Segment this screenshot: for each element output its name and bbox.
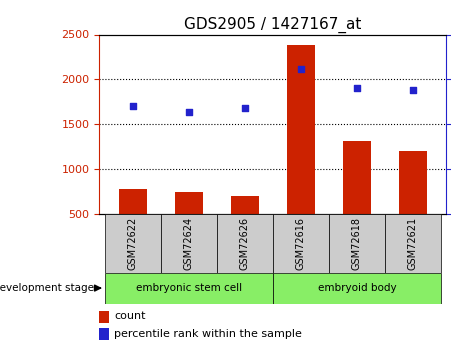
Text: percentile rank within the sample: percentile rank within the sample <box>115 329 302 338</box>
Text: GSM72621: GSM72621 <box>408 217 418 270</box>
Bar <box>399 151 427 259</box>
Point <box>297 66 304 71</box>
Point <box>185 109 193 115</box>
Text: count: count <box>115 312 146 321</box>
Point <box>353 86 360 91</box>
Bar <box>217 214 273 273</box>
Text: development stage: development stage <box>0 283 100 293</box>
Bar <box>105 214 161 273</box>
Bar <box>385 214 441 273</box>
Text: embryonic stem cell: embryonic stem cell <box>136 283 242 293</box>
Text: embryoid body: embryoid body <box>318 283 396 293</box>
Bar <box>329 214 385 273</box>
Point <box>129 104 137 109</box>
Text: GSM72618: GSM72618 <box>352 217 362 270</box>
Bar <box>119 189 147 259</box>
Text: GSM72616: GSM72616 <box>296 217 306 270</box>
Text: GSM72622: GSM72622 <box>128 217 138 270</box>
Bar <box>99 310 109 323</box>
Bar <box>273 273 441 304</box>
Bar <box>273 214 329 273</box>
Bar <box>231 196 259 259</box>
Title: GDS2905 / 1427167_at: GDS2905 / 1427167_at <box>184 17 362 33</box>
Bar <box>287 45 315 259</box>
Bar <box>161 214 217 273</box>
Point <box>241 105 249 111</box>
Bar <box>105 273 273 304</box>
Point <box>409 87 416 93</box>
Bar <box>99 328 109 340</box>
Text: GSM72626: GSM72626 <box>240 217 250 270</box>
Bar <box>343 141 371 259</box>
Text: GSM72624: GSM72624 <box>184 217 194 270</box>
Bar <box>175 193 203 259</box>
